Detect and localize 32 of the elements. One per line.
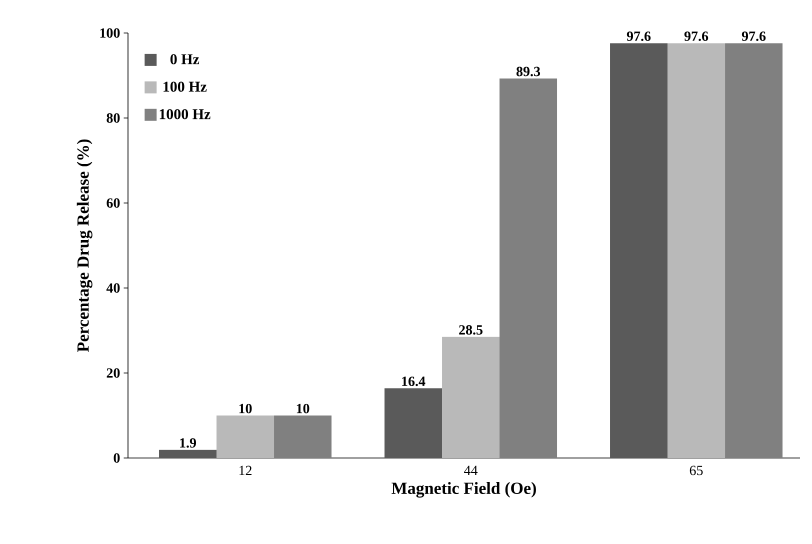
x-tick-label: 44	[464, 466, 478, 475]
y-tick-label: 0	[114, 453, 120, 463]
y-axis-title: Percentage Drug Release (%)	[76, 139, 92, 352]
bar	[384, 388, 442, 458]
data-label: 97.6	[626, 32, 651, 41]
bar	[274, 416, 332, 458]
y-tick-label: 40	[106, 283, 120, 293]
data-label: 97.6	[742, 32, 766, 41]
bar	[725, 43, 783, 458]
x-tick-label: 12	[240, 466, 252, 476]
data-label: 97.6	[684, 32, 708, 41]
bar	[668, 43, 726, 458]
bar	[500, 78, 558, 458]
bar	[216, 416, 274, 458]
data-label: 89.3	[516, 66, 540, 76]
y-tick-label: 60	[106, 198, 120, 208]
data-label: 10	[239, 404, 252, 414]
y-tick-label: 100	[100, 28, 120, 38]
legend-label: 0 Hz	[170, 54, 200, 64]
data-label: 16.4	[402, 376, 426, 386]
bar	[610, 43, 668, 458]
y-tick-label: 20	[106, 368, 120, 378]
bar	[442, 336, 500, 458]
legend-label: 100 Hz	[164, 82, 207, 92]
data-label: 28.5	[459, 325, 483, 335]
data-label: 10	[296, 404, 310, 414]
legend-label: 1000 Hz	[160, 109, 210, 120]
x-tick-label: 65	[690, 466, 703, 476]
bar	[159, 450, 217, 458]
x-axis-title: Magnetic Field (Oe)	[392, 482, 536, 498]
data-label: 1.9	[180, 438, 196, 448]
y-tick-label: 80	[106, 113, 120, 123]
